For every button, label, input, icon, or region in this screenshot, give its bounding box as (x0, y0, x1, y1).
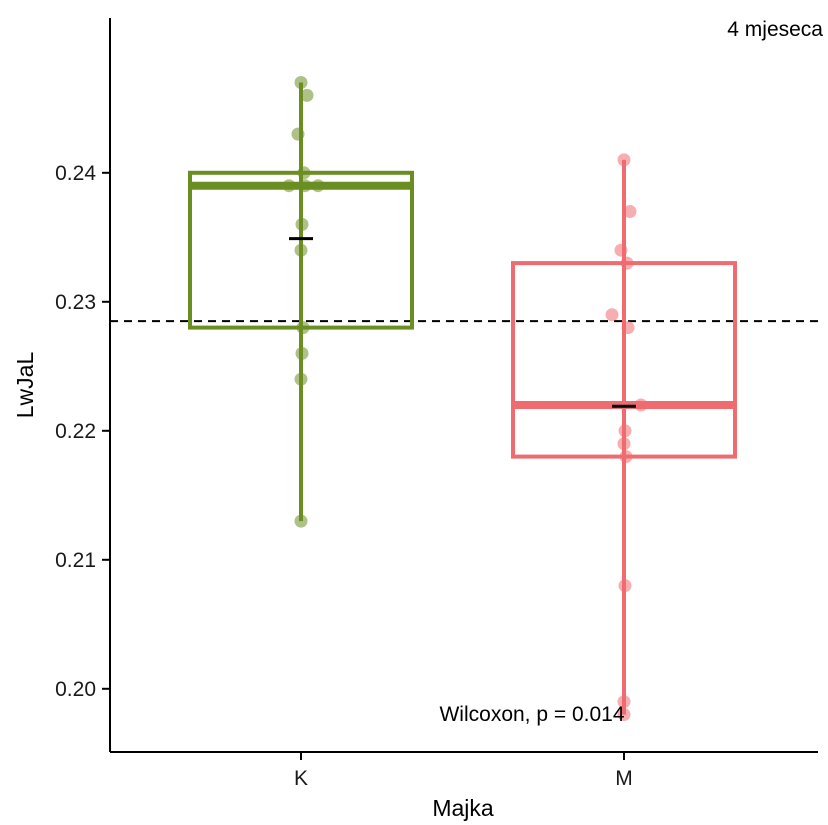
data-point-k (282, 179, 296, 193)
y-axis-title: LwJaL (12, 352, 38, 419)
data-point-m (621, 321, 635, 335)
chart-title: 4 mjeseca (727, 18, 823, 41)
box-group-k (188, 75, 414, 528)
tick-layer: K M 0.20 0.21 0.22 0.23 0.24 (55, 162, 633, 790)
x-tick-label-k: K (294, 767, 308, 790)
data-point-m (620, 256, 634, 270)
axis-layer (109, 18, 818, 753)
data-point-k (295, 217, 309, 231)
box-layer (188, 75, 737, 722)
data-point-k (298, 179, 312, 193)
y-tick-label: 0.23 (55, 291, 96, 314)
data-point-k (296, 321, 310, 335)
data-point-m (617, 708, 631, 722)
box-group-m (511, 153, 737, 722)
data-point-k (297, 166, 311, 180)
data-point-m (614, 243, 628, 257)
data-point-m (617, 437, 631, 451)
y-tick-label: 0.22 (55, 420, 96, 443)
data-point-k (300, 88, 314, 102)
data-point-m (618, 424, 632, 438)
x-axis-title: Majka (432, 795, 494, 821)
data-point-k (295, 346, 309, 360)
data-point-k (294, 514, 308, 528)
data-point-k (294, 372, 308, 386)
wilcoxon-annotation: Wilcoxon, p = 0.014 (439, 703, 624, 726)
data-point-m (617, 153, 631, 167)
data-point-m (623, 204, 637, 218)
y-tick-label: 0.24 (55, 162, 96, 185)
x-tick-label-m: M (615, 767, 633, 790)
data-point-m (617, 695, 631, 709)
y-tick-label: 0.21 (55, 549, 96, 572)
data-point-k (291, 127, 305, 141)
data-point-m (634, 398, 648, 412)
data-point-k (294, 75, 308, 89)
data-point-k (294, 243, 308, 257)
data-point-m (619, 450, 633, 464)
y-tick-label: 0.20 (55, 678, 96, 701)
data-point-k (311, 179, 325, 193)
data-point-m (605, 308, 619, 322)
data-point-m (618, 579, 632, 593)
